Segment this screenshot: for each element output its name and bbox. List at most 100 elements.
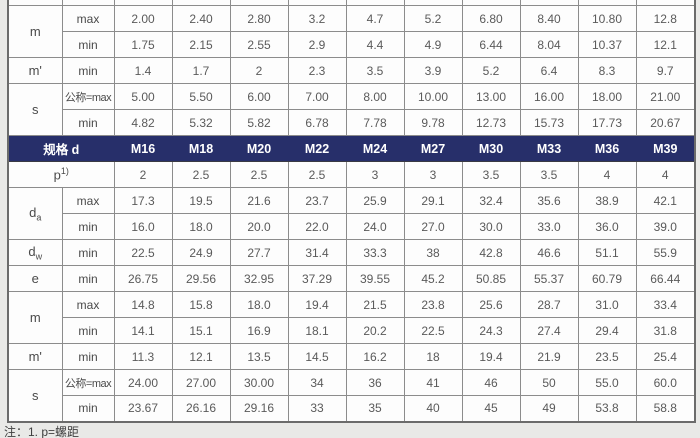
- value-cell: 10.80: [577, 5, 637, 32]
- limit-cell: max: [61, 5, 115, 32]
- value-cell: 6.00: [229, 83, 289, 110]
- value-cell: 2.40: [171, 5, 231, 32]
- value-cell: 45.2: [403, 265, 463, 292]
- limit-cell: min: [61, 213, 115, 240]
- value-cell: 45: [461, 395, 521, 422]
- size-header-cell: M27: [403, 135, 463, 162]
- footnote: 注：1. p=螺距: [4, 425, 80, 438]
- value-cell: 36: [345, 369, 405, 396]
- value-cell: 23.7: [287, 187, 347, 214]
- value-cell: 39.0: [635, 213, 696, 240]
- value-cell: 18.0: [171, 213, 231, 240]
- value-cell: 5.50: [171, 83, 231, 110]
- value-cell: 22.5: [403, 317, 463, 344]
- value-cell: 3.5: [461, 161, 521, 188]
- size-header-cell: M20: [229, 135, 289, 162]
- value-cell: 16.0: [113, 213, 173, 240]
- value-cell: 22.0: [287, 213, 347, 240]
- value-cell: 26.75: [113, 265, 173, 292]
- value-cell: 16.00: [519, 83, 579, 110]
- size-header-cell: M39: [635, 135, 696, 162]
- value-cell: 2.80: [229, 5, 289, 32]
- param-cell: m: [7, 5, 63, 58]
- value-cell: 14.5: [287, 343, 347, 370]
- param-cell: da: [7, 187, 63, 240]
- value-cell: 3.5: [345, 57, 405, 84]
- param-cell: e: [7, 265, 63, 292]
- value-cell: 4.9: [403, 31, 463, 58]
- value-cell: 12.1: [171, 343, 231, 370]
- value-cell: 27.7: [229, 239, 289, 266]
- value-cell: 16.9: [229, 317, 289, 344]
- value-cell: 7.78: [345, 109, 405, 136]
- value-cell: 2.00: [113, 5, 173, 32]
- value-cell: 31.4: [287, 239, 347, 266]
- value-cell: 19.5: [171, 187, 231, 214]
- limit-cell: min: [61, 31, 115, 58]
- table-row: s 公称=max 5.00 5.50 6.00 7.00 8.00 10.00 13.00 16.…: [7, 83, 696, 136]
- value-cell: 23.8: [403, 291, 463, 318]
- value-cell: 27.4: [519, 317, 579, 344]
- value-cell: 55.37: [519, 265, 579, 292]
- value-cell: 4.82: [113, 109, 173, 136]
- value-cell: 50.85: [461, 265, 521, 292]
- value-cell: 24.3: [461, 317, 521, 344]
- value-cell: 19.4: [461, 343, 521, 370]
- limit-cell: min: [61, 109, 115, 136]
- param-cell: dw: [7, 239, 63, 266]
- value-cell: 5.2: [461, 57, 521, 84]
- value-cell: 2.3: [287, 57, 347, 84]
- size-header-cell: M30: [461, 135, 521, 162]
- value-cell: 6.4: [519, 57, 579, 84]
- value-cell: 29.16: [229, 395, 289, 422]
- limit-cell: 公称=max: [61, 369, 115, 396]
- spec-table-body: m max 2.00 2.40 2.80 3.2 4.7 5.2 6.80 8.40 10.80 12…: [7, 0, 696, 422]
- spec-header-label: 规格 d: [7, 135, 115, 162]
- table-row: min 1.75 2.15 2.55 2.9 4.4 4.9 6.44 8.04 10.37 12.…: [8, 31, 696, 58]
- value-cell: 13.00: [461, 83, 521, 110]
- table-row: m max 14.8 15.8 18.0 19.4 21.5 23.8 25.6 28.7 31.0…: [7, 291, 696, 344]
- value-cell: 7.00: [287, 83, 347, 110]
- nut-spec-table: m max 2.00 2.40 2.80 3.2 4.7 5.2 6.80 8.40 10.80 12…: [7, 0, 696, 423]
- value-cell: 2: [229, 57, 289, 84]
- value-cell: 5.32: [171, 109, 231, 136]
- value-cell: 27.00: [171, 369, 231, 396]
- value-cell: 11.3: [113, 343, 173, 370]
- value-cell: 20.0: [229, 213, 289, 240]
- value-cell: 5.82: [229, 109, 289, 136]
- limit-cell: min: [61, 395, 115, 422]
- value-cell: 2.5: [287, 161, 347, 188]
- value-cell: 29.1: [403, 187, 463, 214]
- size-header-cell: M18: [171, 135, 231, 162]
- size-header-cell: M33: [519, 135, 579, 162]
- value-cell: 9.78: [403, 109, 463, 136]
- value-cell: 25.6: [461, 291, 521, 318]
- value-cell: 30.00: [229, 369, 289, 396]
- value-cell: 1.7: [171, 57, 231, 84]
- table-row: min 14.1 15.1 16.9 18.1 20.2 22.5 24.3 27.4 29.4 3…: [8, 317, 696, 344]
- value-cell: 32.4: [461, 187, 521, 214]
- value-cell: 27.0: [403, 213, 463, 240]
- value-cell: 3: [403, 161, 463, 188]
- value-cell: 33.0: [519, 213, 579, 240]
- value-cell: 50: [519, 369, 579, 396]
- value-cell: 12.8: [635, 5, 696, 32]
- value-cell: 8.40: [519, 5, 579, 32]
- value-cell: 10.00: [403, 83, 463, 110]
- table-row: s 公称=max 24.00 27.00 30.00 34 36 41 46 50 55.0 60.0: [7, 369, 696, 422]
- value-cell: 2.15: [171, 31, 231, 58]
- value-cell: 49: [519, 395, 579, 422]
- value-cell: 5.00: [113, 83, 173, 110]
- value-cell: 1.4: [113, 57, 173, 84]
- value-cell: 24.9: [171, 239, 231, 266]
- value-cell: 12.1: [635, 31, 696, 58]
- value-cell: 6.80: [461, 5, 521, 32]
- value-cell: 35.6: [519, 187, 579, 214]
- limit-cell: max: [61, 187, 115, 214]
- value-cell: 5.2: [403, 5, 463, 32]
- value-cell: 24.0: [345, 213, 405, 240]
- value-cell: 19.4: [287, 291, 347, 318]
- value-cell: 6.78: [287, 109, 347, 136]
- value-cell: 31.8: [635, 317, 696, 344]
